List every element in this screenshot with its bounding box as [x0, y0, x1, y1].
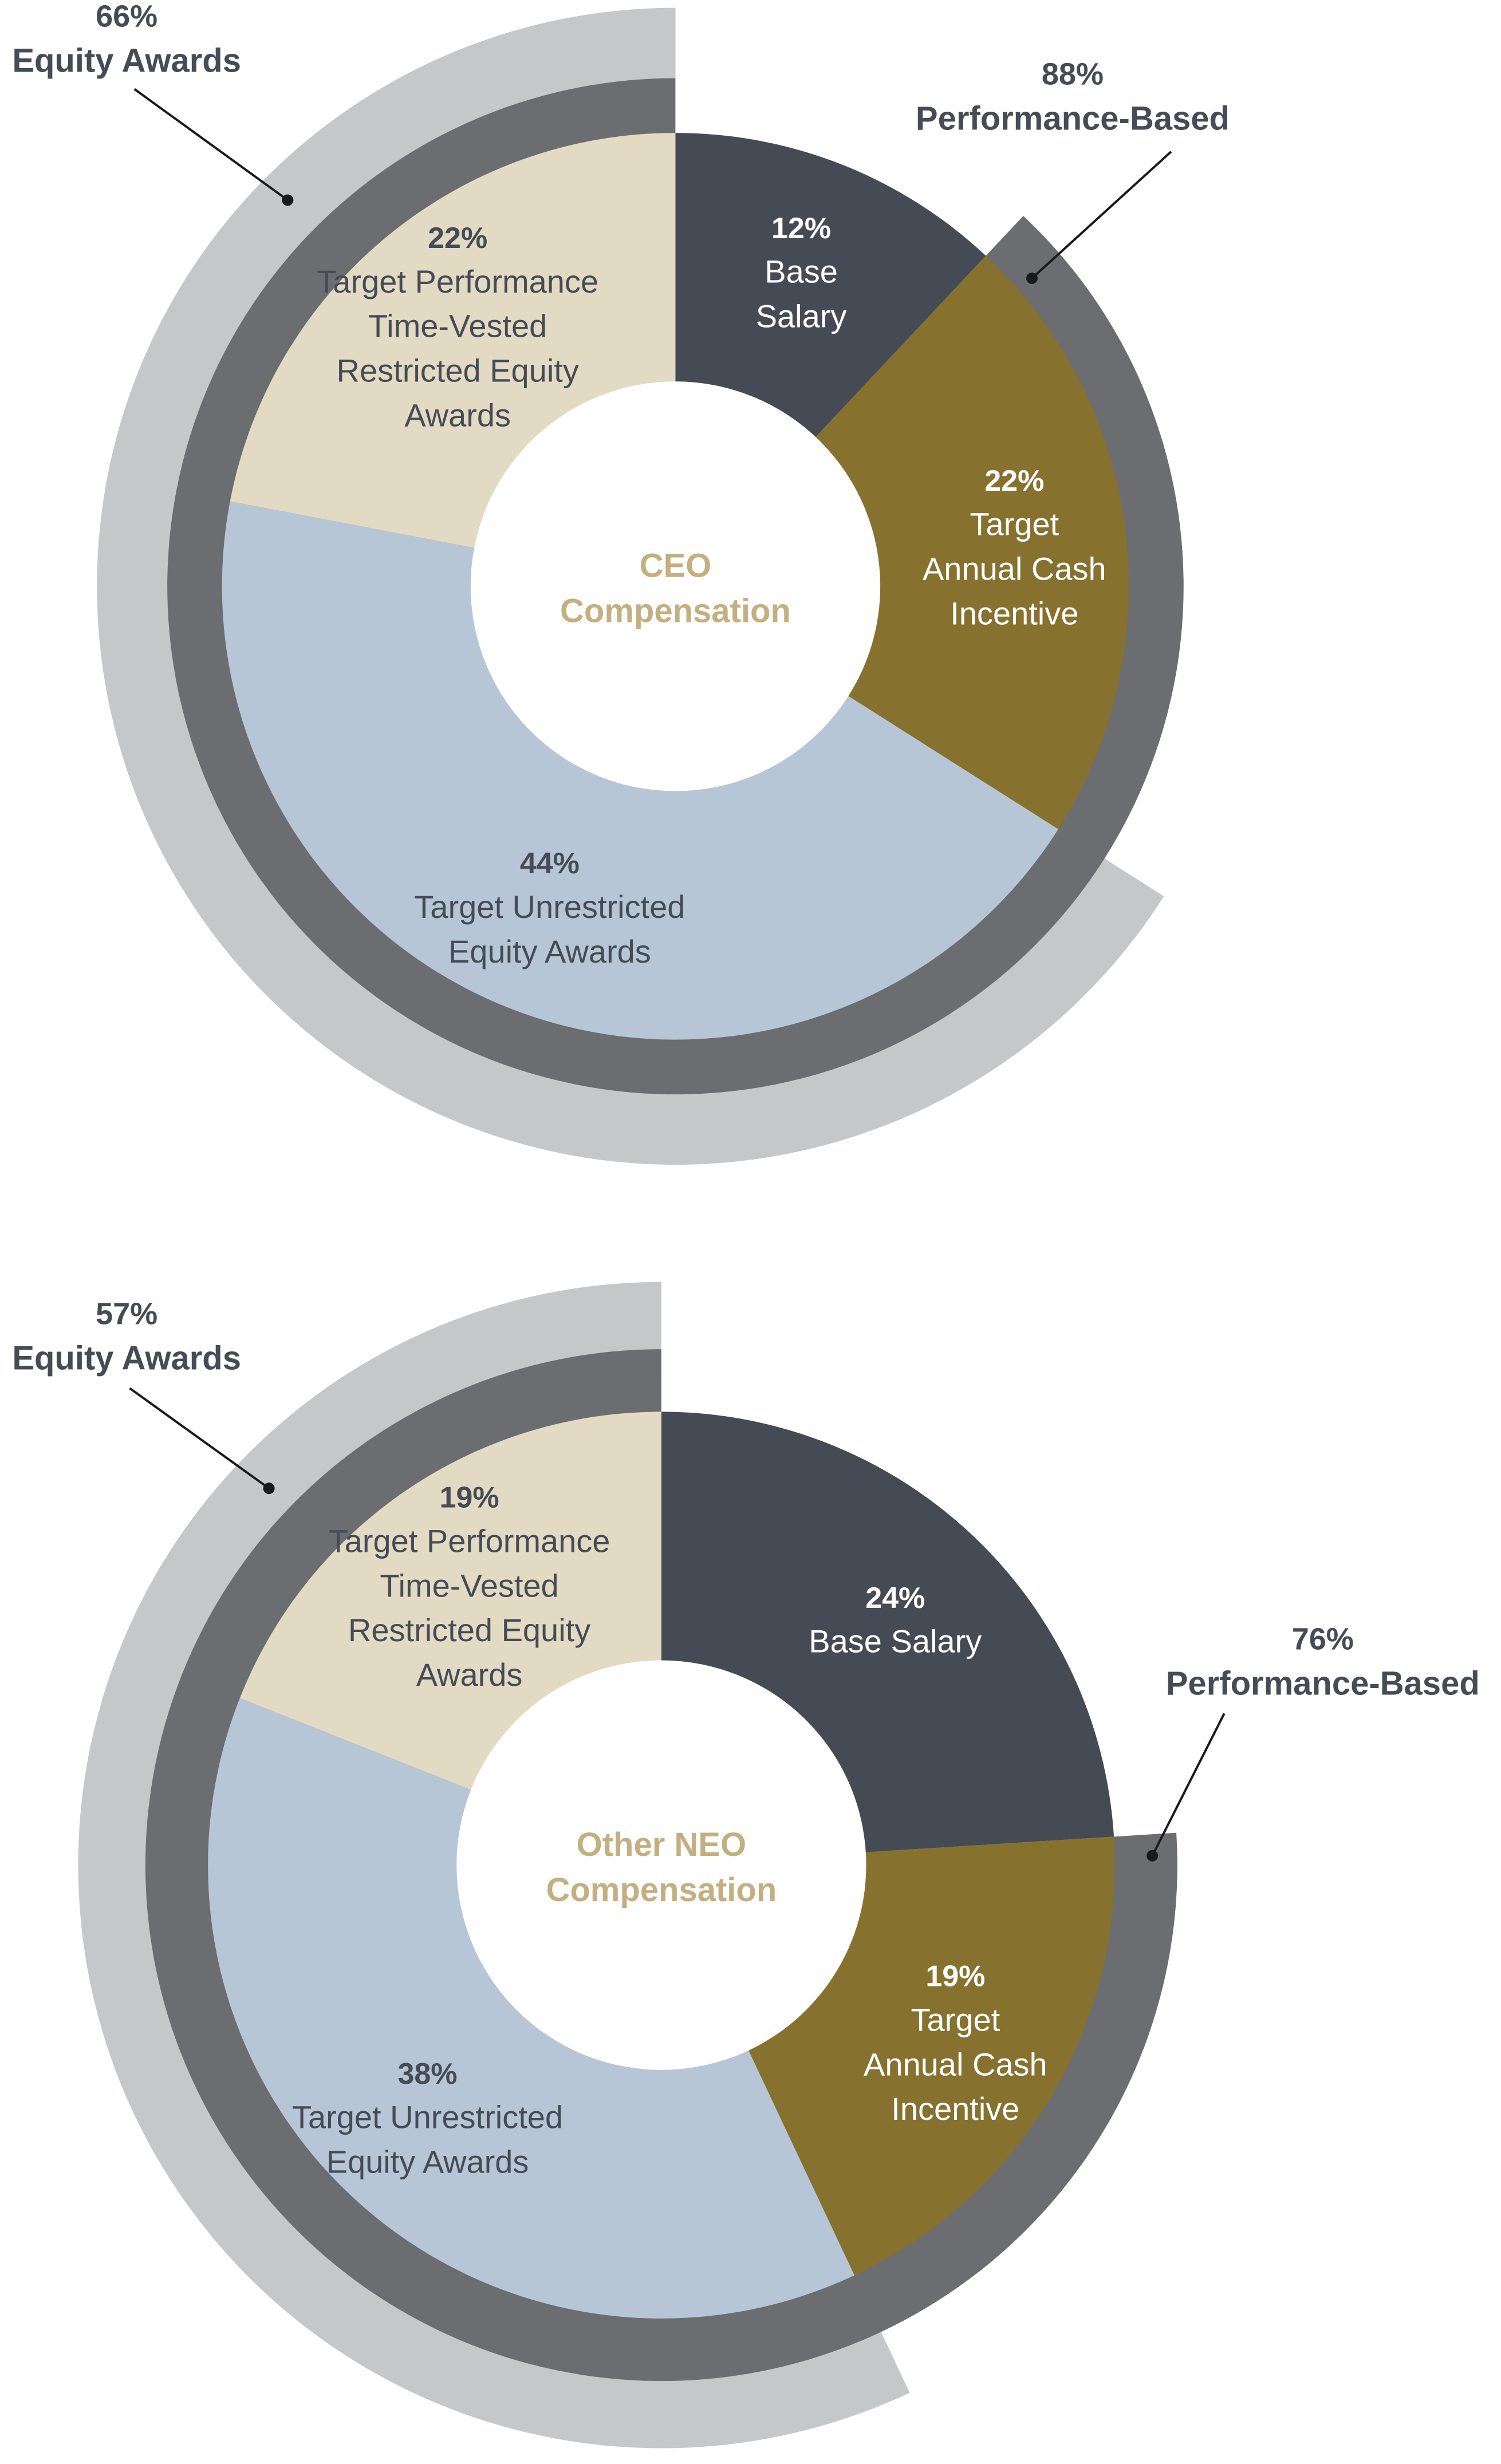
center-hole — [456, 1660, 866, 2070]
center-hole — [470, 381, 881, 791]
leader-dot — [263, 1483, 275, 1495]
slice-label-2: 19% Target Annual Cash Incentive — [864, 1960, 1047, 2127]
callout-performance-based: 76% Performance-Based — [1147, 1622, 1480, 1862]
slice-label-3: 38% Target Unrestricted Equity Awards — [292, 2057, 563, 2180]
leader-line — [129, 1387, 270, 1489]
slice-label-4: 19% Target Performance Time-Vested Restrict… — [329, 1481, 610, 1693]
leader-dot — [282, 194, 294, 206]
leader-line — [1031, 151, 1172, 279]
callout-label: Equity Awards — [12, 1340, 241, 1377]
slice-label-3: 44% Target Unrestricted Equity Awards — [414, 847, 685, 969]
callout-pct: 76% — [1292, 1622, 1354, 1656]
leader-line — [1151, 1713, 1226, 1856]
callout-pct: 88% — [1042, 57, 1104, 91]
slice-label-2: 22% Target Annual Cash Incentive — [923, 464, 1106, 631]
callout-equity-awards: 66% Equity Awards — [12, 0, 294, 206]
chart-1: CEO Compensation 12% Base Salary 22% Target Ann… — [12, 0, 1230, 1165]
slice-label-1: 12% Base Salary — [756, 212, 847, 334]
callout-pct: 66% — [96, 0, 157, 33]
callout-performance-based: 88% Performance-Based — [916, 57, 1230, 284]
slice-label-4: 22% Target Performance Time-Vested Restrict… — [317, 222, 598, 433]
callout-label: Performance-Based — [1166, 1665, 1480, 1702]
callout-label: Performance-Based — [916, 100, 1230, 137]
callout-pct: 57% — [96, 1296, 157, 1331]
leader-line — [133, 88, 289, 202]
slice-label-1: 24% Base Salary — [809, 1582, 982, 1659]
leader-dot — [1026, 272, 1038, 284]
callout-label: Equity Awards — [12, 42, 241, 80]
callout-equity-awards: 57% Equity Awards — [12, 1296, 275, 1495]
chart-2: Other NEO Compensation 24% Base Salary 19% Ta… — [12, 1282, 1480, 2449]
pie-slice-2 — [675, 255, 1129, 830]
leader-dot — [1147, 1850, 1159, 1862]
center-label: CEO Compensation — [560, 547, 791, 629]
center-label: Other NEO Compensation — [546, 1826, 777, 1909]
